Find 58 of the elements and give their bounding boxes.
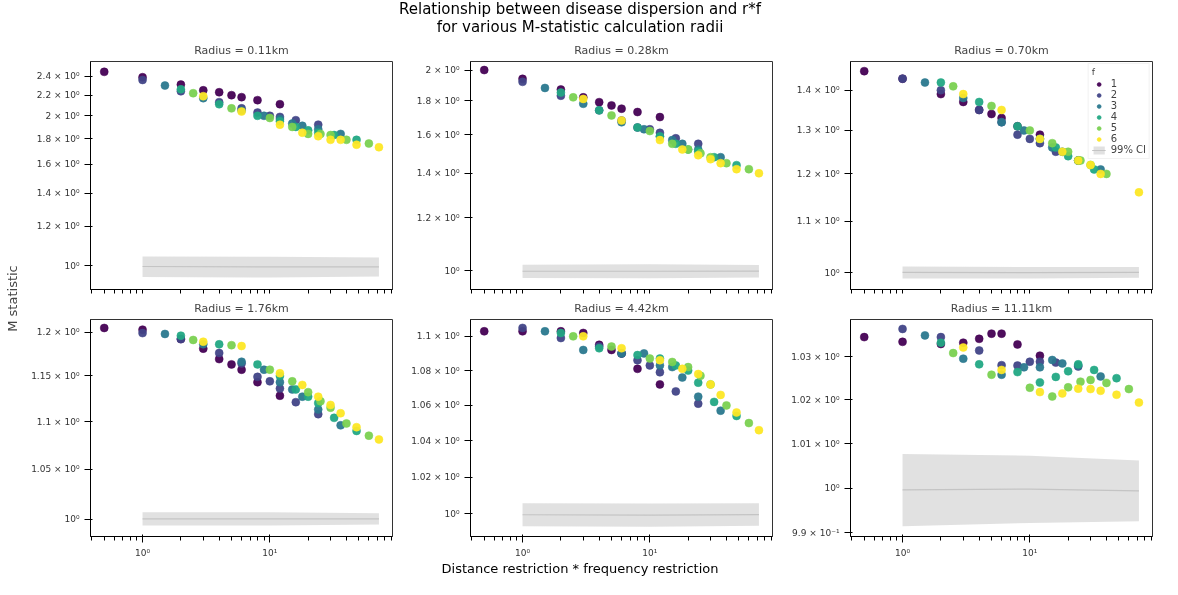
x-axis-title: Distance restriction * frequency restriction	[441, 560, 719, 578]
y-tick-label: 1.15 × 10⁰	[31, 370, 80, 381]
y-tick-label: 1.2 × 10⁰	[796, 168, 840, 179]
chart-title: Radius = 0.11km	[194, 43, 289, 57]
y-tick-label: 1.6 × 10⁰	[416, 129, 460, 140]
y-tick-label: 1.3 × 10⁰	[796, 125, 840, 136]
legend-label: 1	[1110, 78, 1119, 89]
chart-title: Radius = 11.11km	[950, 301, 1053, 315]
y-tick-label: 10⁰	[824, 267, 840, 278]
y-tick-label: 1.4 × 10⁰	[416, 168, 460, 179]
y-tick-label: 1.4 × 10⁰	[36, 188, 80, 199]
chart-title: Radius = 0.28km	[574, 43, 669, 57]
y-tick-label: 1.02 × 10⁰	[411, 472, 460, 483]
y-tick-label: 10⁰	[824, 483, 840, 494]
x-tick-label: 10⁰	[135, 547, 151, 558]
legend-label: 6	[1110, 133, 1119, 144]
legend-label: 3	[1110, 100, 1119, 111]
y-tick-label: 10⁰	[64, 260, 80, 271]
y-tick-label: 1.8 × 10⁰	[36, 133, 80, 144]
y-tick-label: 1.2 × 10⁰	[416, 212, 460, 223]
y-tick-label: 2 × 10⁰	[425, 65, 460, 76]
y-tick-label: 1.02 × 10⁰	[791, 394, 840, 405]
chart-title: Radius = 4.42km	[574, 301, 669, 315]
x-tick-label: 10¹	[642, 547, 658, 558]
y-tick-label: 2.2 × 10⁰	[36, 90, 80, 101]
legend-label: 99% CI	[1110, 144, 1146, 155]
legend-title: f	[1091, 67, 1096, 77]
y-tick-label: 2 × 10⁰	[45, 110, 80, 121]
chart-title: Radius = 0.70km	[954, 43, 1049, 57]
y-tick-label: 2.4 × 10⁰	[36, 71, 80, 82]
y-tick-label: 1.05 × 10⁰	[31, 464, 80, 475]
y-tick-label: 1.2 × 10⁰	[36, 327, 80, 338]
y-tick-label: 1.8 × 10⁰	[416, 95, 460, 106]
y-tick-label: 10⁰	[64, 514, 80, 525]
y-tick-label: 1.1 × 10⁰	[796, 216, 840, 227]
y-tick-label: 10⁰	[444, 265, 460, 276]
y-tick-label: 1.2 × 10⁰	[36, 221, 80, 232]
y-tick-label: 1.4 × 10⁰	[796, 85, 840, 96]
y-axis-title: M statistic	[5, 265, 20, 332]
y-tick-label: 1.08 × 10⁰	[411, 365, 460, 376]
y-tick-label: 1.03 × 10⁰	[791, 351, 840, 362]
legend-label: 5	[1110, 122, 1119, 133]
y-tick-label: 1.1 × 10⁰	[36, 416, 80, 427]
legend-label: 2	[1110, 89, 1119, 100]
x-tick-label: 10⁰	[515, 547, 531, 558]
y-tick-label: 1.04 × 10⁰	[411, 435, 460, 446]
y-tick-label: 1.1 × 10⁰	[416, 331, 460, 342]
x-tick-label: 10⁰	[895, 547, 911, 558]
x-tick-label: 10¹	[262, 547, 278, 558]
x-tick-label: 10¹	[1022, 547, 1038, 558]
y-tick-label: 1.6 × 10⁰	[36, 159, 80, 170]
chart-title: Radius = 1.76km	[194, 301, 289, 315]
y-tick-label: 1.01 × 10⁰	[791, 438, 840, 449]
y-tick-label: 9.9 × 10⁻¹	[792, 527, 840, 538]
text: Relationship between disease dispersion and r*f for various M-statistic calculation radii	[398, 0, 761, 36]
y-tick-label: 1.06 × 10⁰	[411, 400, 460, 411]
y-tick-label: 10⁰	[444, 509, 460, 519]
legend-label: 4	[1110, 111, 1119, 122]
